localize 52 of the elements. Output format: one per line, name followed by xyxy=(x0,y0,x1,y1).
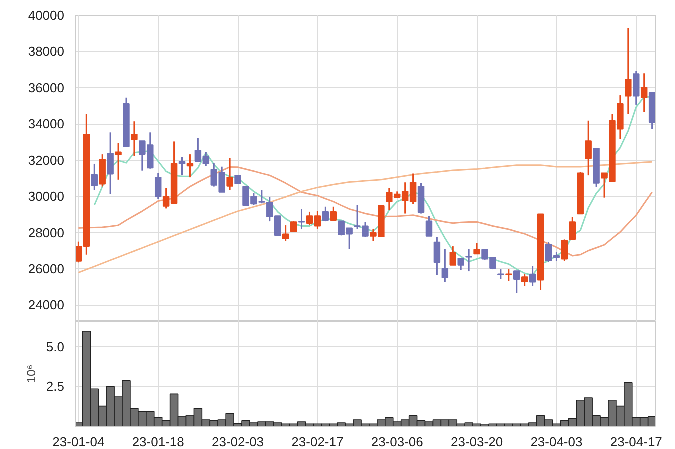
candlestick xyxy=(529,265,536,288)
candlestick xyxy=(186,154,194,178)
line-series xyxy=(78,161,654,274)
x-tick-label: 23-03-06 xyxy=(371,434,424,449)
candlestick xyxy=(226,157,234,192)
candlestick xyxy=(521,274,528,288)
candlestick xyxy=(625,27,632,115)
candlestick xyxy=(154,172,162,200)
y-tick-label: 2.5 xyxy=(46,379,65,394)
y-tick-label: 30000 xyxy=(28,189,65,204)
candlestick xyxy=(434,236,441,276)
x-tick-label: 23-02-03 xyxy=(212,434,264,449)
candlestick xyxy=(474,242,480,255)
candlestick xyxy=(514,270,520,294)
y-tick-label: 5.0 xyxy=(46,339,65,354)
x-tick-label: 23-04-03 xyxy=(530,434,583,449)
candlestick xyxy=(640,72,648,114)
candlestick xyxy=(290,220,298,232)
candlestick xyxy=(498,268,504,280)
y-tick-label: 34000 xyxy=(28,116,65,132)
y-tick-label: 28000 xyxy=(28,225,65,240)
y-tick-label: 32000 xyxy=(28,152,65,168)
x-tick-label: 23-03-20 xyxy=(451,434,504,449)
x-tick-label: 23-04-17 xyxy=(610,434,662,449)
candlestick xyxy=(561,238,568,262)
candlestick xyxy=(322,206,330,222)
candlestick xyxy=(585,120,592,176)
y-tick-label: 26000 xyxy=(28,261,65,276)
candlestick xyxy=(282,224,290,242)
candlestick xyxy=(442,248,449,283)
x-tick-label: 23-01-04 xyxy=(52,434,105,449)
candlestick xyxy=(466,248,472,272)
y-axis-title: 10⁶ xyxy=(24,364,38,384)
candlestick xyxy=(115,142,122,181)
y-tick-label: 24000 xyxy=(28,298,65,313)
candlestick xyxy=(569,216,576,240)
x-tick-label: 23-02-17 xyxy=(292,434,344,449)
candlestick xyxy=(131,120,138,158)
candlestick xyxy=(107,132,114,196)
y-tick-label: 40000 xyxy=(28,8,65,23)
candlestick xyxy=(426,215,433,238)
candlestick xyxy=(633,70,640,106)
candlestick xyxy=(298,208,306,230)
y-tick-label: 38000 xyxy=(28,44,65,60)
candlestick xyxy=(178,156,186,176)
candlestick xyxy=(506,268,512,282)
candlestick xyxy=(330,206,337,222)
candlestick xyxy=(450,246,457,266)
candlestick xyxy=(458,258,464,271)
candlestick xyxy=(91,163,98,191)
x-tick-label: 23-01-18 xyxy=(132,434,184,449)
y-tick-label: 36000 xyxy=(28,80,65,96)
